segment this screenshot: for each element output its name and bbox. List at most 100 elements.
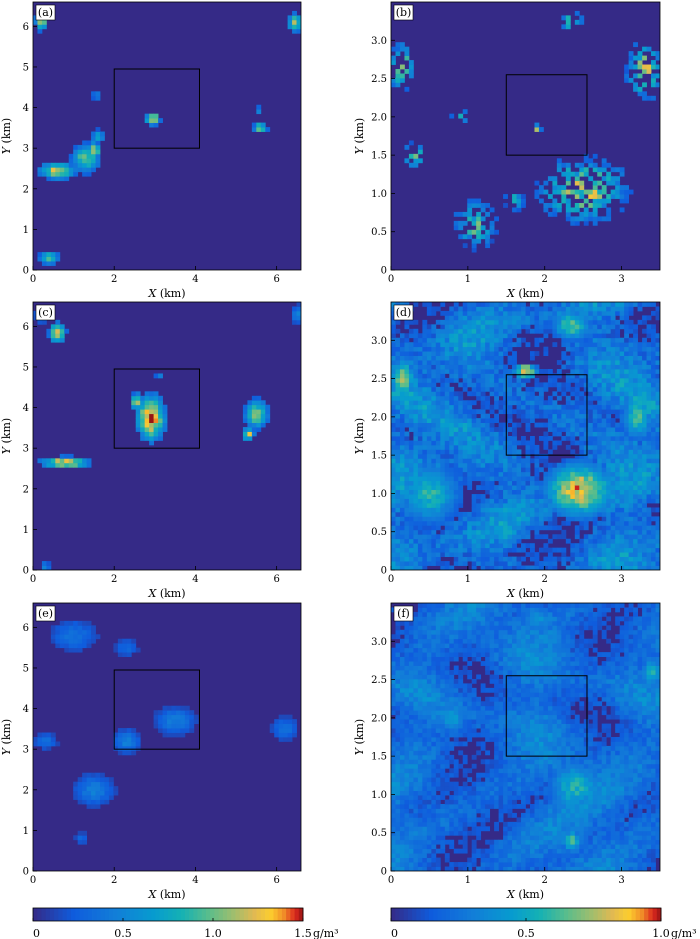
field-cell [140, 395, 146, 401]
field-cell [175, 719, 181, 724]
field-cell [408, 714, 414, 720]
field-cell [579, 561, 585, 566]
field-cell [480, 565, 486, 570]
field-cell [651, 360, 656, 365]
field-cell [543, 319, 549, 325]
field-cell [592, 418, 598, 423]
field-cell [579, 333, 585, 339]
field-cell [503, 400, 508, 406]
field-cell [180, 714, 186, 720]
field-cell [597, 337, 603, 343]
field-cell [73, 634, 79, 640]
field-cell [615, 485, 621, 490]
field-cell [601, 328, 607, 334]
field-cell [561, 480, 567, 486]
field-cell [597, 476, 603, 482]
field-cell [543, 485, 549, 490]
field-cell [91, 629, 96, 635]
field-cell [570, 216, 576, 222]
field-cell [458, 369, 464, 374]
field-cell [583, 351, 589, 356]
field-cell [619, 377, 625, 383]
field-cell [476, 351, 482, 356]
field-cell [444, 337, 450, 343]
field-cell [426, 835, 432, 841]
field-cell [561, 462, 567, 468]
field-cell [462, 346, 468, 352]
field-cell [462, 337, 468, 343]
field-cell [642, 319, 647, 325]
field-cell [507, 310, 513, 316]
field-cell [556, 418, 562, 423]
field-cell [597, 310, 603, 316]
field-cell [395, 732, 401, 738]
field-cell [494, 418, 499, 423]
field-cell [633, 373, 638, 379]
field-cell [619, 552, 625, 557]
field-cell [606, 176, 612, 182]
field-cell [126, 652, 132, 657]
field-cell [610, 422, 616, 428]
field-cell [619, 342, 625, 348]
field-cell [633, 534, 638, 540]
field-cell [565, 171, 571, 177]
y-tick-label: 0.5 [371, 227, 387, 238]
field-cell [64, 629, 70, 635]
y-tick-label: 3 [23, 144, 29, 155]
field-cell [144, 413, 150, 419]
field-cell [592, 395, 598, 401]
field-cell [68, 458, 74, 464]
field-cell [476, 337, 482, 343]
field-cell [543, 306, 549, 312]
field-cell [485, 203, 491, 208]
x-tick-label: 0 [30, 574, 36, 585]
field-cell [265, 409, 271, 415]
field-cell [588, 400, 594, 406]
field-cell [41, 561, 47, 566]
field-cell [453, 449, 459, 455]
axes-frame [32, 602, 302, 872]
field-cell [413, 777, 419, 783]
field-cell [399, 453, 405, 459]
field-cell [606, 180, 612, 186]
y-tick-label: 3.0 [371, 336, 387, 347]
field-cell [565, 516, 571, 522]
field-cell [395, 391, 401, 397]
field-cell [489, 565, 495, 570]
y-tick-label: 3 [23, 745, 29, 756]
field-cell [91, 790, 96, 796]
field-cell [467, 409, 473, 415]
field-cell [628, 364, 634, 370]
field-cell [260, 413, 266, 419]
field-cell [180, 719, 186, 724]
field-cell [507, 440, 513, 446]
field-cell [570, 409, 576, 415]
field-cell [171, 719, 177, 724]
field-cell [417, 732, 423, 738]
field-cell [435, 723, 441, 729]
field-cell [655, 310, 660, 316]
field-cell [579, 409, 585, 415]
field-cell [655, 422, 660, 428]
field-cell [637, 453, 643, 459]
field-cell [395, 503, 401, 508]
field-cell [413, 373, 419, 379]
field-cell [651, 471, 656, 477]
field-cell [606, 400, 612, 406]
field-cell [503, 422, 508, 428]
field-cell [86, 772, 92, 778]
field-cell [521, 395, 526, 401]
field-cell [651, 538, 656, 544]
field-cell [404, 436, 410, 441]
field-cell [561, 547, 567, 553]
field-cell [440, 418, 446, 423]
field-cell [494, 436, 499, 441]
field-cell [628, 386, 634, 392]
field-cell [561, 561, 567, 566]
field-cell [592, 565, 598, 570]
field-cell [444, 377, 450, 383]
field-cell [86, 144, 92, 150]
field-cell [413, 781, 419, 787]
field-cell [417, 503, 423, 508]
field-cell [431, 692, 437, 698]
